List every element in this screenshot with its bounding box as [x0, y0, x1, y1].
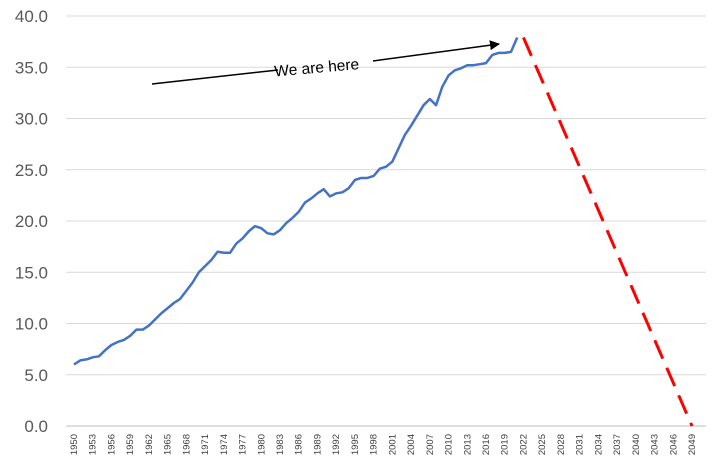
y-tick-label: 35.0 — [15, 58, 48, 77]
x-tick-label: 1977 — [238, 434, 249, 455]
x-tick-label: 1980 — [256, 434, 267, 455]
y-axis-ticks: 0.0 5.0 10.0 15.0 20.0 25.0 30.0 35.0 40.0 — [15, 7, 48, 436]
x-tick-label: 1983 — [275, 434, 286, 455]
x-tick-label: 1953 — [88, 434, 99, 455]
x-tick-label: 1956 — [106, 434, 117, 455]
x-tick-label: 1986 — [294, 434, 305, 455]
x-tick-label: 1962 — [144, 434, 155, 455]
x-tick-label: 1989 — [312, 434, 323, 455]
x-tick-label: 2019 — [500, 434, 511, 455]
y-tick-label: 5.0 — [24, 366, 48, 385]
y-tick-label: 30.0 — [15, 110, 48, 129]
x-tick-label: 2040 — [631, 434, 642, 455]
x-tick-label: 2022 — [518, 434, 529, 455]
annotation-label: We are here — [274, 56, 360, 80]
series-line — [73, 37, 519, 366]
x-tick-label: 1974 — [219, 434, 230, 455]
x-tick-label: 1995 — [350, 434, 361, 455]
x-tick-label: 1998 — [369, 434, 380, 455]
x-tick-label: 2043 — [650, 434, 661, 455]
x-tick-label: 1965 — [163, 434, 174, 455]
x-tick-label: 1971 — [200, 434, 211, 455]
annotation-arrow-tail — [151, 69, 279, 85]
projection-line — [522, 36, 694, 427]
x-tick-label: 2046 — [668, 434, 679, 455]
y-tick-label: 0.0 — [24, 417, 48, 436]
annotation-arrow — [372, 40, 500, 62]
gridlines — [66, 15, 706, 427]
x-tick-label: 2028 — [556, 434, 567, 455]
x-tick-label: 2007 — [425, 434, 436, 455]
y-tick-label: 20.0 — [15, 212, 48, 231]
x-tick-label: 1950 — [69, 434, 80, 455]
x-tick-label: 2016 — [481, 434, 492, 455]
x-axis-ticks: 1950 1953 1956 1959 1962 1965 1968 1971 1974 1977… — [69, 434, 698, 455]
series — [73, 36, 694, 427]
x-tick-label: 2001 — [387, 434, 398, 455]
x-tick-label: 2013 — [462, 434, 473, 455]
y-tick-label: 40.0 — [15, 7, 48, 26]
y-tick-label: 10.0 — [15, 315, 48, 334]
x-tick-label: 1959 — [125, 434, 136, 455]
y-tick-label: 15.0 — [15, 263, 48, 282]
x-tick-label: 1968 — [181, 434, 192, 455]
x-tick-label: 2010 — [444, 434, 455, 455]
y-tick-label: 25.0 — [15, 161, 48, 180]
x-tick-label: 1992 — [331, 434, 342, 455]
x-tick-label: 2004 — [406, 434, 417, 455]
x-tick-label: 2037 — [612, 434, 623, 455]
x-tick-label: 2034 — [593, 434, 604, 455]
x-tick-label: 2025 — [537, 434, 548, 455]
x-tick-label: 2031 — [575, 434, 586, 455]
x-tick-label: 2049 — [687, 434, 698, 455]
